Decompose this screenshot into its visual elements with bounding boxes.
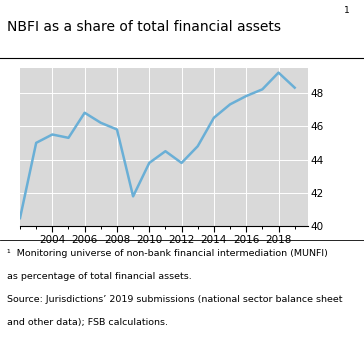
Text: Source: Jurisdictions’ 2019 submissions (national sector balance sheet: Source: Jurisdictions’ 2019 submissions … [7, 295, 343, 305]
Text: ¹  Monitoring universe of non-bank financial intermediation (MUNFI): ¹ Monitoring universe of non-bank financ… [7, 249, 328, 258]
Text: and other data); FSB calculations.: and other data); FSB calculations. [7, 318, 168, 327]
Text: as percentage of total financial assets.: as percentage of total financial assets. [7, 272, 192, 281]
Text: NBFI as a share of total financial assets: NBFI as a share of total financial asset… [7, 20, 281, 34]
Text: 1: 1 [344, 6, 350, 16]
